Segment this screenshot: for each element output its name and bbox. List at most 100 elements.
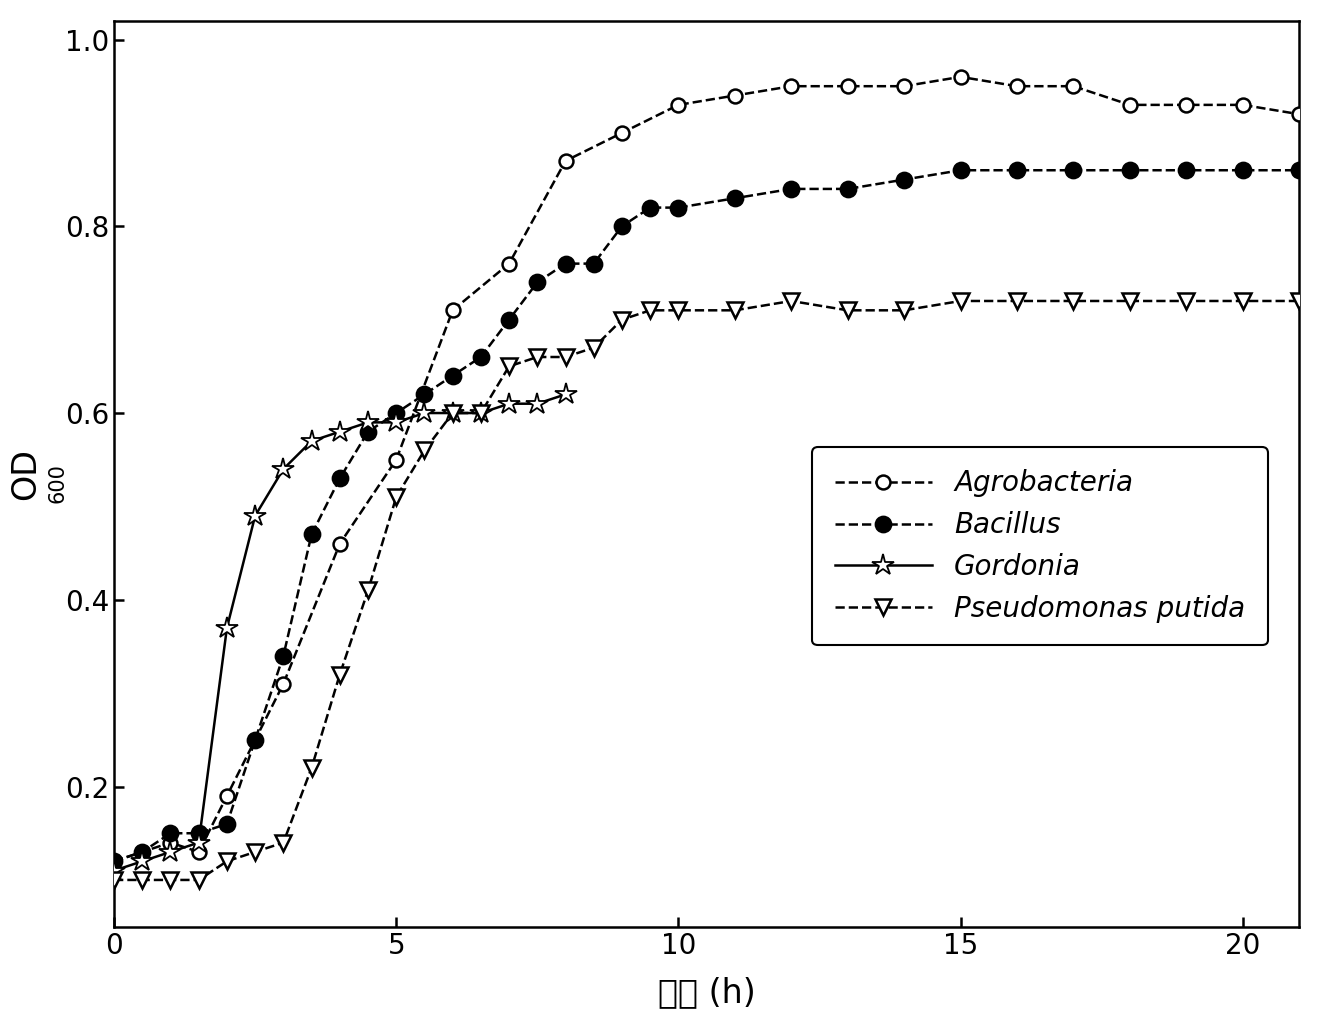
Agrobacteria bbox=[840, 80, 855, 93]
Bacillus bbox=[1179, 164, 1195, 176]
Line: Bacillus: Bacillus bbox=[107, 163, 1307, 869]
Pseudomonas putida bbox=[671, 304, 686, 316]
Bacillus bbox=[529, 276, 545, 288]
Bacillus bbox=[643, 202, 659, 214]
Agrobacteria bbox=[219, 790, 235, 802]
Bacillus bbox=[417, 388, 433, 401]
Pseudomonas putida bbox=[840, 304, 855, 316]
Pseudomonas putida bbox=[953, 295, 969, 307]
Agrobacteria bbox=[276, 678, 292, 690]
Bacillus bbox=[106, 855, 121, 867]
Pseudomonas putida bbox=[331, 668, 347, 681]
Pseudomonas putida bbox=[643, 304, 659, 316]
Bacillus bbox=[586, 258, 602, 270]
Bacillus bbox=[840, 182, 855, 195]
Bacillus bbox=[360, 425, 376, 438]
Bacillus bbox=[219, 818, 235, 830]
Pseudomonas putida bbox=[276, 836, 292, 849]
Pseudomonas putida bbox=[614, 313, 630, 325]
Bacillus bbox=[783, 182, 799, 195]
Bacillus bbox=[953, 164, 969, 176]
Bacillus bbox=[1065, 164, 1081, 176]
Pseudomonas putida bbox=[304, 762, 319, 775]
Bacillus bbox=[557, 258, 573, 270]
Pseudomonas putida bbox=[1065, 295, 1081, 307]
Pseudomonas putida bbox=[360, 584, 376, 596]
Gordonia bbox=[191, 836, 207, 849]
Agrobacteria bbox=[1234, 99, 1250, 111]
Gordonia bbox=[445, 407, 461, 419]
Bacillus bbox=[1234, 164, 1250, 176]
Gordonia bbox=[473, 407, 488, 419]
Agrobacteria bbox=[388, 453, 404, 466]
Bacillus bbox=[331, 472, 347, 484]
Line: Agrobacteria: Agrobacteria bbox=[107, 70, 1305, 868]
Agrobacteria bbox=[445, 304, 461, 316]
Agrobacteria bbox=[671, 99, 686, 111]
Gordonia bbox=[304, 435, 319, 447]
Agrobacteria bbox=[1065, 80, 1081, 93]
Gordonia bbox=[360, 416, 376, 428]
Bacillus bbox=[276, 650, 292, 662]
Agrobacteria bbox=[135, 846, 150, 858]
Gordonia bbox=[219, 622, 235, 634]
Bacillus bbox=[473, 351, 488, 364]
Bacillus bbox=[162, 827, 178, 839]
Pseudomonas putida bbox=[135, 873, 150, 886]
Pseudomonas putida bbox=[1234, 295, 1250, 307]
Bacillus bbox=[304, 528, 319, 541]
Gordonia bbox=[162, 846, 178, 858]
Pseudomonas putida bbox=[1179, 295, 1195, 307]
Bacillus bbox=[896, 173, 912, 185]
Gordonia bbox=[106, 864, 121, 877]
Bacillus bbox=[502, 313, 517, 325]
Bacillus bbox=[191, 827, 207, 839]
Gordonia bbox=[331, 425, 347, 438]
Pseudomonas putida bbox=[896, 304, 912, 316]
Agrobacteria bbox=[727, 90, 743, 102]
Agrobacteria bbox=[162, 836, 178, 849]
Gordonia bbox=[388, 416, 404, 428]
Gordonia bbox=[557, 388, 573, 401]
Pseudomonas putida bbox=[473, 407, 488, 419]
Bacillus bbox=[388, 407, 404, 419]
Pseudomonas putida bbox=[106, 873, 121, 886]
Pseudomonas putida bbox=[557, 351, 573, 364]
Gordonia bbox=[276, 462, 292, 475]
Bacillus bbox=[614, 220, 630, 233]
Pseudomonas putida bbox=[191, 873, 207, 886]
Text: 600: 600 bbox=[48, 462, 67, 503]
Pseudomonas putida bbox=[247, 846, 263, 858]
Pseudomonas putida bbox=[445, 407, 461, 419]
Agrobacteria bbox=[331, 538, 347, 550]
Pseudomonas putida bbox=[502, 360, 517, 373]
Bacillus bbox=[1008, 164, 1024, 176]
Bacillus bbox=[1291, 164, 1307, 176]
Agrobacteria bbox=[106, 855, 121, 867]
Bacillus bbox=[727, 192, 743, 204]
Agrobacteria bbox=[502, 258, 517, 270]
Line: Gordonia: Gordonia bbox=[103, 383, 577, 882]
Pseudomonas putida bbox=[1291, 295, 1307, 307]
Text: OD: OD bbox=[9, 448, 42, 500]
Agrobacteria bbox=[1291, 108, 1307, 121]
Agrobacteria bbox=[1008, 80, 1024, 93]
Gordonia bbox=[417, 407, 433, 419]
Gordonia bbox=[529, 398, 545, 410]
Agrobacteria bbox=[783, 80, 799, 93]
Gordonia bbox=[502, 398, 517, 410]
Agrobacteria bbox=[191, 846, 207, 858]
Gordonia bbox=[247, 510, 263, 522]
Pseudomonas putida bbox=[162, 873, 178, 886]
Pseudomonas putida bbox=[417, 444, 433, 456]
Agrobacteria bbox=[1122, 99, 1138, 111]
Pseudomonas putida bbox=[586, 342, 602, 354]
Bacillus bbox=[445, 370, 461, 382]
Pseudomonas putida bbox=[783, 295, 799, 307]
Line: Pseudomonas putida: Pseudomonas putida bbox=[106, 293, 1308, 888]
Pseudomonas putida bbox=[388, 491, 404, 504]
Agrobacteria bbox=[896, 80, 912, 93]
Pseudomonas putida bbox=[727, 304, 743, 316]
Agrobacteria bbox=[614, 127, 630, 139]
Pseudomonas putida bbox=[529, 351, 545, 364]
